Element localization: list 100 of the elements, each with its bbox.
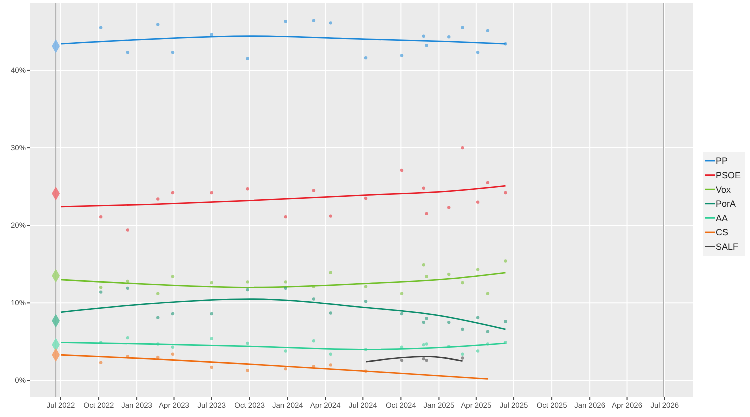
point bbox=[448, 344, 451, 348]
point bbox=[100, 26, 103, 30]
point bbox=[364, 348, 368, 352]
point bbox=[329, 22, 333, 25]
point bbox=[461, 146, 464, 150]
point bbox=[476, 316, 480, 320]
point bbox=[246, 288, 250, 292]
point bbox=[126, 228, 130, 232]
point bbox=[329, 214, 333, 218]
point bbox=[246, 342, 250, 346]
point bbox=[486, 342, 490, 346]
point bbox=[210, 312, 214, 316]
point bbox=[422, 186, 426, 190]
point bbox=[171, 275, 175, 278]
point bbox=[210, 366, 214, 370]
legend-label: SALF bbox=[716, 242, 740, 252]
point bbox=[425, 44, 428, 48]
point bbox=[312, 365, 316, 368]
point bbox=[400, 358, 404, 362]
legend-label: PSOE bbox=[716, 170, 742, 180]
point bbox=[461, 352, 464, 356]
point bbox=[329, 312, 333, 315]
point bbox=[422, 34, 426, 38]
point bbox=[364, 370, 368, 373]
point bbox=[461, 281, 464, 285]
point bbox=[312, 285, 316, 288]
point bbox=[329, 364, 333, 367]
legend-label: CS bbox=[716, 228, 729, 238]
line-series bbox=[60, 185, 506, 208]
point bbox=[425, 275, 428, 278]
point bbox=[504, 260, 508, 263]
point bbox=[100, 361, 103, 364]
point bbox=[425, 342, 428, 346]
point bbox=[156, 342, 160, 346]
point bbox=[486, 330, 490, 334]
point bbox=[284, 215, 288, 219]
point bbox=[126, 336, 130, 340]
point bbox=[400, 168, 404, 172]
point bbox=[425, 358, 428, 362]
point bbox=[312, 298, 316, 301]
point bbox=[312, 189, 316, 192]
point bbox=[100, 341, 103, 344]
legend-label: Vox bbox=[716, 184, 732, 195]
point bbox=[284, 20, 288, 24]
legend-label: AA bbox=[716, 213, 728, 224]
point bbox=[312, 19, 316, 22]
point bbox=[476, 51, 480, 54]
point bbox=[156, 23, 160, 26]
point bbox=[476, 200, 480, 204]
point bbox=[400, 346, 404, 349]
point bbox=[425, 212, 428, 216]
line-series bbox=[60, 298, 506, 330]
point bbox=[156, 316, 160, 320]
point bbox=[171, 191, 175, 195]
point bbox=[246, 280, 250, 284]
point bbox=[364, 300, 368, 304]
point bbox=[156, 292, 160, 296]
point bbox=[171, 51, 175, 54]
point bbox=[329, 271, 333, 274]
point bbox=[100, 290, 103, 294]
point bbox=[246, 369, 250, 372]
point bbox=[486, 29, 490, 33]
point bbox=[400, 292, 404, 296]
point bbox=[448, 272, 451, 276]
point bbox=[329, 352, 333, 356]
point bbox=[126, 51, 130, 54]
point bbox=[100, 286, 103, 290]
point bbox=[171, 352, 175, 356]
point bbox=[171, 312, 175, 316]
point bbox=[210, 337, 214, 340]
point bbox=[400, 312, 404, 316]
point bbox=[284, 367, 288, 371]
point bbox=[461, 356, 464, 360]
point bbox=[422, 357, 426, 361]
point bbox=[246, 57, 250, 60]
point bbox=[422, 264, 426, 267]
point bbox=[156, 198, 160, 201]
point bbox=[284, 280, 288, 284]
point bbox=[504, 341, 508, 344]
point bbox=[171, 346, 175, 349]
point bbox=[246, 188, 250, 191]
point bbox=[425, 317, 428, 320]
point bbox=[448, 206, 451, 210]
point bbox=[156, 356, 160, 360]
point bbox=[448, 320, 451, 324]
point bbox=[126, 286, 130, 290]
point bbox=[461, 26, 464, 30]
point bbox=[476, 350, 480, 353]
point bbox=[422, 320, 426, 324]
point bbox=[210, 281, 214, 285]
point bbox=[400, 54, 404, 58]
point bbox=[504, 191, 508, 195]
point bbox=[100, 215, 103, 219]
point bbox=[284, 286, 288, 290]
point bbox=[448, 36, 451, 39]
point bbox=[504, 320, 508, 324]
point bbox=[422, 343, 426, 347]
point bbox=[284, 350, 288, 353]
point bbox=[210, 33, 214, 36]
point bbox=[364, 285, 368, 288]
